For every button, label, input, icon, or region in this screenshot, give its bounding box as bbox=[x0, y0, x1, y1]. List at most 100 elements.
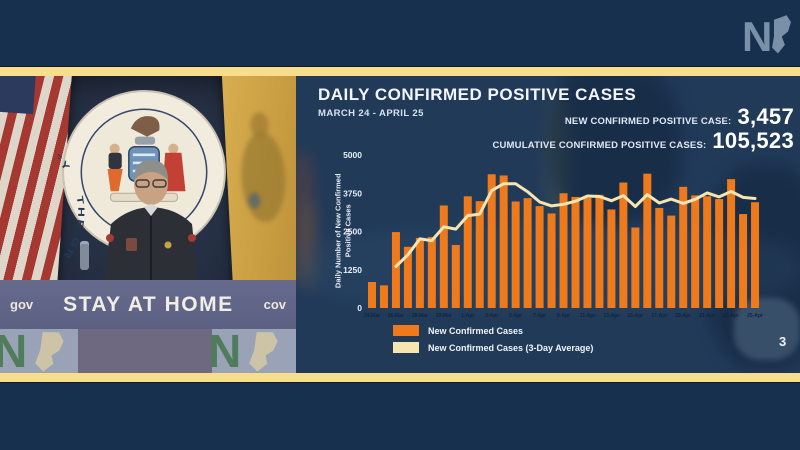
bar-30-Mar bbox=[439, 205, 448, 308]
stat-label: NEW CONFIRMED POSITIVE CASE: bbox=[564, 116, 732, 127]
bar-31-Mar bbox=[451, 244, 460, 308]
y-tick-label: 0 bbox=[357, 303, 362, 313]
bar-21-Apr bbox=[703, 196, 712, 308]
x-tick-label: 7-Apr bbox=[533, 313, 546, 319]
stat-value: 3,457 bbox=[737, 104, 794, 129]
nj-state-shape-icon bbox=[35, 332, 64, 372]
bar-11-Apr bbox=[583, 197, 592, 308]
podium-strip-shadow bbox=[78, 329, 212, 373]
x-tick-label: 5-Apr bbox=[509, 313, 522, 319]
x-tick-label: 24-Mar bbox=[364, 313, 380, 319]
bar-13-Apr bbox=[607, 209, 616, 308]
nj-logo-icon: N bbox=[742, 12, 794, 60]
x-tick-label: 1-Apr bbox=[461, 313, 474, 319]
x-tick-label: 21-Apr bbox=[699, 313, 715, 319]
speaker-glasses bbox=[135, 179, 150, 188]
bar-12-Apr bbox=[595, 194, 604, 308]
podium-logo-strip: N N bbox=[0, 329, 296, 373]
gold-band-bottom bbox=[0, 373, 800, 382]
bar-26-Mar bbox=[391, 232, 400, 308]
bar-7-Apr bbox=[535, 206, 544, 308]
chart-title: DAILY CONFIRMED POSITIVE CASES bbox=[318, 85, 637, 104]
podium-right-text: cov bbox=[263, 297, 286, 312]
nj-station-logo: N bbox=[742, 11, 796, 60]
x-tick-label: 17-Apr bbox=[651, 313, 667, 319]
stay-at-home-banner: STAY AT HOME bbox=[63, 292, 234, 316]
bar-8-Apr bbox=[547, 213, 556, 308]
speaker-patch bbox=[126, 238, 137, 251]
podium-front: gov STAY AT HOME cov bbox=[0, 280, 296, 329]
bar-25-Apr bbox=[751, 202, 760, 308]
y-tick-label: 1250 bbox=[343, 265, 362, 275]
three-day-average-line bbox=[394, 182, 757, 268]
y-tick-label: 2500 bbox=[343, 227, 362, 237]
gold-band-top bbox=[0, 67, 800, 76]
y-tick-label: 5000 bbox=[343, 150, 362, 160]
legend-item-bars: New Confirmed Cases bbox=[393, 325, 593, 336]
seal-figure-liberty bbox=[108, 152, 122, 169]
nj-state-flag bbox=[221, 76, 296, 312]
bar-5-Apr bbox=[511, 201, 520, 308]
x-tick-label: 26-Mar bbox=[388, 313, 404, 319]
stat-new-cases: NEW CONFIRMED POSITIVE CASE: 3,457 bbox=[492, 104, 794, 129]
slide-number: 3 bbox=[779, 334, 787, 349]
x-tick-label: 9-Apr bbox=[557, 313, 570, 319]
bar-24-Mar bbox=[368, 281, 376, 308]
bar-14-Apr bbox=[619, 182, 628, 308]
bar-24-Apr bbox=[739, 214, 748, 308]
chart-date-range: MARCH 24 - APRIL 25 bbox=[318, 108, 424, 119]
bar-16-Apr bbox=[643, 173, 652, 308]
legend-swatch-orange bbox=[393, 325, 419, 336]
bar-19-Apr bbox=[679, 186, 688, 308]
nj-state-shape-icon bbox=[249, 332, 278, 372]
x-tick-label: 30-Mar bbox=[436, 313, 452, 319]
x-tick-label: 19-Apr bbox=[675, 313, 691, 319]
stat-label: CUMULATIVE CONFIRMED POSITIVE CASES: bbox=[492, 140, 707, 151]
bar-15-Apr bbox=[631, 227, 640, 308]
legend-swatch-cream bbox=[393, 342, 419, 353]
bar-25-Mar bbox=[379, 285, 388, 308]
bar-18-Apr bbox=[667, 215, 676, 308]
bar-27-Mar bbox=[403, 246, 412, 308]
seal-horse-head bbox=[130, 116, 160, 137]
press-conference-video: THE GREAT SEAL OF THE STATE OF NEW JERSE… bbox=[0, 76, 296, 373]
bar-22-Apr bbox=[715, 199, 724, 308]
y-tick-label: 3750 bbox=[343, 188, 362, 198]
bar-20-Apr bbox=[691, 195, 700, 308]
bar-17-Apr bbox=[655, 207, 664, 308]
bar-3-Apr bbox=[487, 174, 496, 308]
bar-2-Apr bbox=[475, 201, 484, 308]
nj-logo-letter: N bbox=[208, 329, 242, 373]
bar-10-Apr bbox=[571, 196, 580, 308]
x-tick-label: 13-Apr bbox=[603, 313, 619, 319]
us-flag-canton bbox=[0, 76, 36, 115]
podium-left-text: gov bbox=[10, 297, 34, 312]
daily-cases-bar-chart: 0 1250 2500 3750 5000 24-Mar 26-Mar 28-Mar 30-Ma… bbox=[343, 150, 763, 319]
bar-29-Mar bbox=[427, 237, 436, 308]
speaker-badge bbox=[164, 241, 172, 249]
nj-logo-letter: N bbox=[0, 329, 28, 373]
stat-value: 105,523 bbox=[712, 128, 794, 153]
svg-text:N: N bbox=[742, 13, 772, 59]
x-tick-label: 3-Apr bbox=[485, 313, 498, 319]
chart-panel: DAILY CONFIRMED POSITIVE CASES MARCH 24 … bbox=[296, 76, 800, 373]
stat-cumulative-cases: CUMULATIVE CONFIRMED POSITIVE CASES: 105… bbox=[492, 128, 794, 153]
bar-28-Mar bbox=[415, 237, 424, 308]
x-tick-label: 11-Apr bbox=[580, 313, 596, 319]
water-bottle bbox=[80, 244, 89, 270]
speaker-governor bbox=[104, 160, 198, 282]
bar-23-Apr bbox=[727, 179, 736, 308]
x-tick-label: 15-Apr bbox=[627, 313, 643, 319]
bar-9-Apr bbox=[559, 193, 568, 308]
bar-6-Apr bbox=[523, 198, 532, 308]
legend-item-average: New Confirmed Cases (3-Day Average) bbox=[393, 342, 593, 353]
x-tick-label: 25-Apr bbox=[747, 313, 763, 319]
bar-1-Apr bbox=[463, 196, 472, 308]
x-tick-label: 23-Apr bbox=[723, 313, 739, 319]
bar-4-Apr bbox=[499, 175, 508, 308]
seal-figure-ceres bbox=[162, 152, 186, 192]
chart-legend: New Confirmed Cases New Confirmed Cases … bbox=[393, 325, 593, 359]
x-tick-label: 28-Mar bbox=[412, 313, 428, 319]
stats-block: NEW CONFIRMED POSITIVE CASE: 3,457 CUMUL… bbox=[492, 104, 794, 153]
